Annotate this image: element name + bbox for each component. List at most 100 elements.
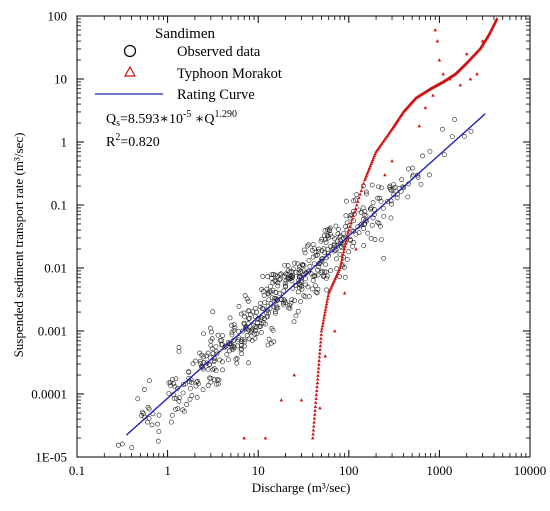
- observed-point: [249, 338, 255, 343]
- observed-point: [173, 407, 178, 412]
- observed-point: [173, 396, 179, 401]
- observed-point: [440, 126, 445, 132]
- typhoon-point: [318, 347, 322, 351]
- observed-point: [209, 346, 215, 352]
- observed-point: [381, 205, 386, 211]
- typhoon-point: [383, 136, 387, 141]
- observed-point: [302, 250, 308, 256]
- x-axis-label: Discharge (m³/sec): [252, 480, 351, 495]
- observed-point: [198, 361, 203, 366]
- typhoon-point: [367, 167, 371, 172]
- observed-point: [156, 429, 162, 434]
- x-tick-label: 100: [339, 463, 359, 478]
- typhoon-point: [312, 412, 317, 416]
- typhoon-point: [364, 173, 369, 178]
- typhoon-point: [387, 130, 392, 134]
- observed-point: [232, 325, 238, 331]
- x-tick-label: 10000: [514, 463, 547, 478]
- r2-text: R2=0.820: [106, 132, 160, 150]
- typhoon-point: [330, 282, 335, 286]
- observed-point: [142, 387, 147, 392]
- observed-point: [337, 251, 343, 257]
- observed-point: [180, 390, 186, 396]
- observed-point: [378, 185, 384, 191]
- observed-point: [327, 225, 333, 231]
- typhoon-point: [480, 39, 485, 43]
- observed-point: [323, 240, 329, 245]
- observed-point: [307, 263, 313, 269]
- observed-point: [268, 283, 273, 289]
- typhoon-point: [316, 366, 321, 370]
- observed-point: [201, 354, 207, 360]
- observed-point: [176, 399, 182, 404]
- observed-point: [198, 358, 203, 364]
- typhoon-point: [417, 124, 422, 128]
- typhoon-point: [343, 244, 347, 248]
- observed-point: [370, 200, 376, 206]
- observed-point: [261, 320, 266, 326]
- observed-point: [325, 246, 331, 252]
- observed-point: [314, 290, 320, 296]
- typhoon-point: [331, 280, 336, 284]
- observed-point: [264, 310, 269, 316]
- typhoon-point: [319, 332, 323, 337]
- typhoon-point: [431, 93, 435, 97]
- typhoon-point: [361, 181, 366, 185]
- typhoon-point: [321, 318, 326, 322]
- observed-point: [229, 332, 235, 338]
- observed-point: [227, 315, 233, 321]
- observed-point: [381, 213, 387, 219]
- typhoon-point: [375, 148, 379, 152]
- observed-point: [378, 199, 384, 204]
- observed-point: [361, 212, 367, 218]
- observed-point: [211, 366, 217, 372]
- typhoon-point: [340, 255, 345, 259]
- typhoon-point: [312, 416, 317, 420]
- typhoon-point: [374, 149, 378, 154]
- typhoon-point: [315, 377, 320, 381]
- observed-point: [168, 383, 174, 389]
- observed-point: [238, 311, 244, 317]
- typhoon-point: [366, 169, 370, 174]
- observed-point: [314, 252, 320, 258]
- observed-point: [311, 261, 317, 266]
- observed-point: [346, 249, 352, 255]
- observed-point: [220, 333, 226, 338]
- typhoon-point: [468, 77, 473, 81]
- typhoon-point: [373, 151, 378, 156]
- typhoon-point: [242, 436, 246, 440]
- typhoon-point: [311, 432, 315, 436]
- observed-point: [274, 303, 279, 309]
- observed-point: [303, 282, 309, 288]
- observed-point: [343, 198, 349, 204]
- observed-point: [375, 195, 381, 201]
- observed-point: [184, 401, 190, 407]
- observed-point: [288, 276, 294, 281]
- observed-point: [204, 360, 210, 366]
- typhoon-point: [322, 312, 327, 317]
- typhoon-point: [323, 354, 328, 358]
- observed-point: [246, 308, 252, 314]
- observed-point: [278, 271, 284, 277]
- observed-point: [376, 220, 382, 226]
- typhoon-point: [376, 146, 381, 150]
- observed-point: [381, 255, 387, 261]
- observed-point: [177, 395, 182, 401]
- legend-label-rating: Rating Curve: [177, 87, 255, 103]
- typhoon-point: [350, 217, 354, 221]
- observed-point: [318, 269, 324, 275]
- observed-point: [323, 262, 329, 268]
- observed-point: [351, 240, 357, 246]
- observed-point: [200, 387, 206, 393]
- observed-point: [226, 357, 231, 363]
- typhoon-point: [318, 406, 322, 410]
- observed-point: [289, 269, 294, 274]
- observed-point: [361, 226, 366, 232]
- legend: Sandimen Observed data Typhoon Morakot R…: [95, 26, 282, 103]
- observed-point: [235, 343, 241, 349]
- observed-point: [205, 383, 211, 388]
- observed-point: [318, 238, 324, 244]
- observed-point: [283, 284, 289, 290]
- observed-point: [208, 379, 214, 385]
- x-tick-label: 1: [164, 463, 171, 478]
